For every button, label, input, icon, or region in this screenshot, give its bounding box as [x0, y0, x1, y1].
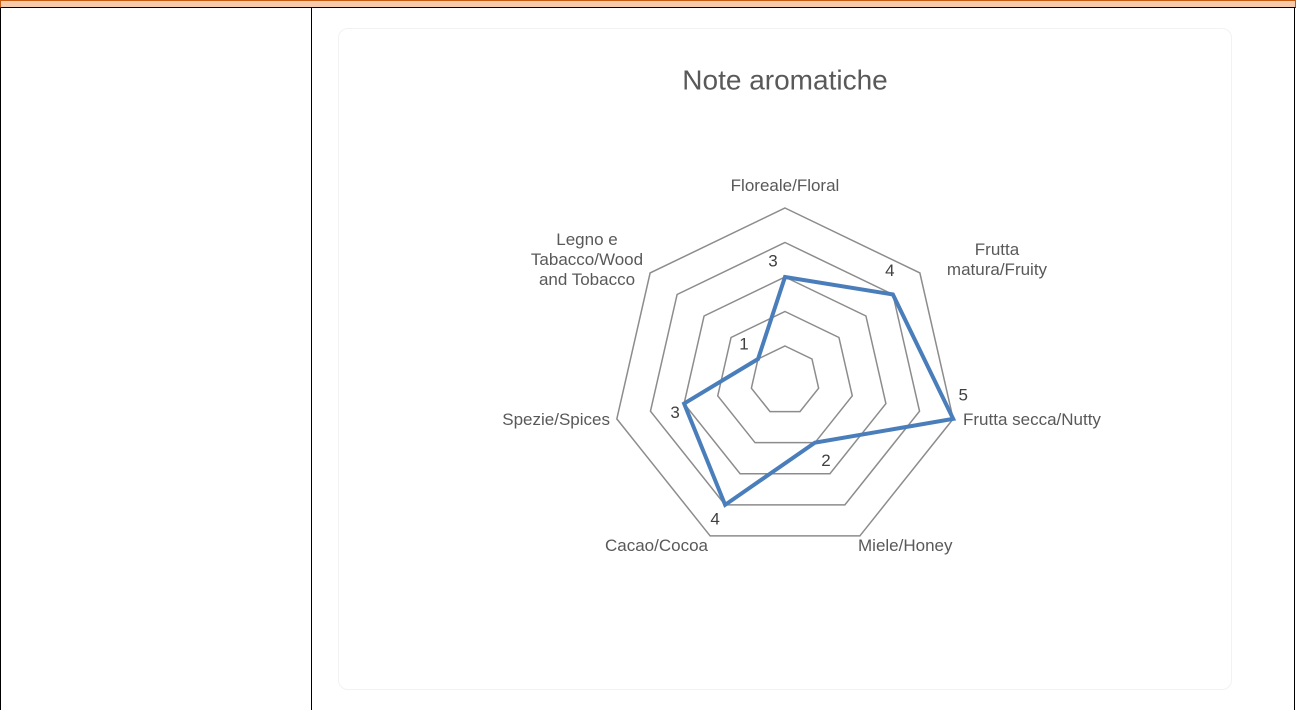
grid-ring — [750, 345, 820, 413]
chart-area — [338, 28, 1232, 690]
grid-ring — [649, 241, 921, 506]
table-left-column — [0, 8, 312, 710]
category-label: Spezie/Spices — [502, 410, 610, 429]
category-label: Frutta matura/Fruity — [946, 240, 1048, 279]
grid-ring — [616, 207, 954, 537]
grid-ring — [716, 310, 854, 444]
data-label: 3 — [670, 403, 679, 422]
data-label: 5 — [958, 385, 967, 404]
grid-ring — [683, 276, 887, 475]
data-label: 3 — [768, 251, 777, 270]
data-label: 2 — [821, 451, 830, 470]
category-label: Legno e Tabacco/Wood and Tobacco — [530, 230, 644, 289]
data-label: 4 — [710, 509, 719, 528]
category-label: Miele/Honey — [858, 536, 953, 555]
table-border — [1294, 8, 1295, 710]
category-label: Cacao/Cocoa — [604, 536, 708, 555]
category-label: Floreale/Floral — [730, 176, 840, 195]
data-label: 1 — [739, 334, 748, 353]
category-label: Frutta secca/Nutty — [963, 410, 1101, 429]
chart-title: Note aromatiche — [682, 64, 887, 95]
data-label: 4 — [885, 261, 894, 280]
series-line — [681, 274, 957, 508]
